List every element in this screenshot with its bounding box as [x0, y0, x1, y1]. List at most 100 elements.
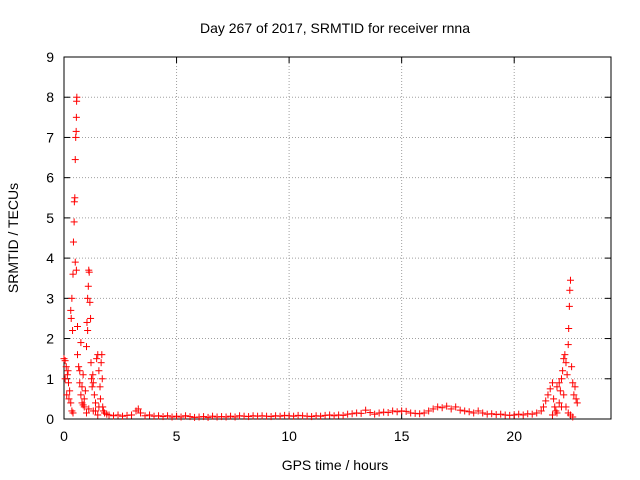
data-point: [474, 407, 482, 415]
data-point: [200, 413, 208, 421]
data-point: [128, 411, 136, 419]
y-tick-label: 3: [46, 290, 54, 306]
data-point: [83, 318, 91, 326]
data-points: [60, 93, 581, 421]
data-point: [72, 266, 80, 274]
y-tick-label: 2: [46, 331, 54, 347]
data-point: [84, 294, 92, 302]
data-point: [72, 127, 80, 135]
data-point: [141, 412, 149, 420]
data-point: [182, 412, 190, 420]
data-point: [75, 363, 83, 371]
data-point: [61, 375, 69, 383]
data-point: [83, 409, 91, 417]
data-point: [553, 383, 561, 391]
data-point: [544, 391, 552, 399]
data-point: [348, 410, 356, 418]
data-point: [62, 363, 70, 371]
data-point: [562, 359, 570, 367]
data-point: [84, 327, 92, 335]
data-point: [461, 407, 469, 415]
data-point: [326, 411, 334, 419]
data-point: [276, 412, 284, 420]
grid-lines: [64, 57, 611, 419]
data-point: [571, 383, 579, 391]
data-point: [560, 391, 568, 399]
data-point: [569, 413, 577, 421]
data-point: [557, 403, 565, 411]
data-point: [209, 412, 217, 420]
data-point: [168, 413, 176, 421]
data-point: [339, 411, 347, 419]
data-point: [69, 327, 77, 335]
data-point: [90, 391, 98, 399]
data-point: [69, 409, 77, 417]
data-point: [434, 403, 442, 411]
data-point: [65, 395, 73, 403]
data-point: [561, 351, 569, 359]
data-point: [86, 298, 94, 306]
data-point: [97, 359, 105, 367]
data-point: [551, 403, 559, 411]
data-point: [71, 194, 79, 202]
data-point: [74, 351, 82, 359]
data-point: [155, 412, 163, 420]
data-point: [69, 270, 77, 278]
data-point: [89, 379, 97, 387]
data-point: [63, 391, 71, 399]
data-point: [105, 411, 113, 419]
data-point: [425, 407, 433, 415]
data-point: [497, 410, 505, 418]
data-point: [83, 343, 91, 351]
chart-title: Day 267 of 2017, SRMTID for receiver rnn…: [200, 20, 470, 36]
data-point: [96, 383, 104, 391]
data-point: [114, 411, 122, 419]
y-tick-label: 8: [46, 89, 54, 105]
data-point: [429, 405, 437, 413]
data-point: [67, 314, 75, 322]
data-point: [375, 409, 383, 417]
data-point: [72, 113, 80, 121]
y-tick-label: 0: [46, 411, 54, 427]
data-point: [72, 133, 80, 141]
x-axis-label: GPS time / hours: [282, 457, 389, 473]
data-point: [173, 412, 181, 420]
data-point: [110, 412, 118, 420]
data-point: [539, 403, 547, 411]
y-tick-label: 1: [46, 371, 54, 387]
data-point: [159, 413, 167, 421]
data-point: [416, 410, 424, 418]
plot-frame: [63, 56, 612, 420]
data-point: [330, 412, 338, 420]
data-point: [71, 156, 79, 164]
data-point: [88, 383, 96, 391]
data-point: [78, 383, 86, 391]
data-point: [565, 302, 573, 310]
data-point: [556, 387, 564, 395]
data-point: [80, 403, 88, 411]
data-point: [528, 410, 536, 418]
data-point: [85, 268, 93, 276]
data-point: [204, 413, 212, 421]
data-point: [92, 407, 100, 415]
data-point: [245, 413, 253, 421]
data-point: [443, 402, 451, 410]
data-point: [515, 410, 523, 418]
data-point: [564, 341, 572, 349]
data-point: [557, 375, 565, 383]
data-point: [64, 367, 72, 375]
data-point: [546, 385, 554, 393]
data-point: [553, 409, 561, 417]
data-point: [420, 409, 428, 417]
data-point: [519, 411, 527, 419]
data-point: [533, 409, 541, 417]
data-point: [93, 355, 101, 363]
data-point: [186, 413, 194, 421]
data-point: [98, 351, 106, 359]
data-point: [81, 387, 89, 395]
data-point: [548, 411, 556, 419]
data-point: [89, 371, 97, 379]
data-point: [465, 408, 473, 416]
data-point: [566, 276, 574, 284]
